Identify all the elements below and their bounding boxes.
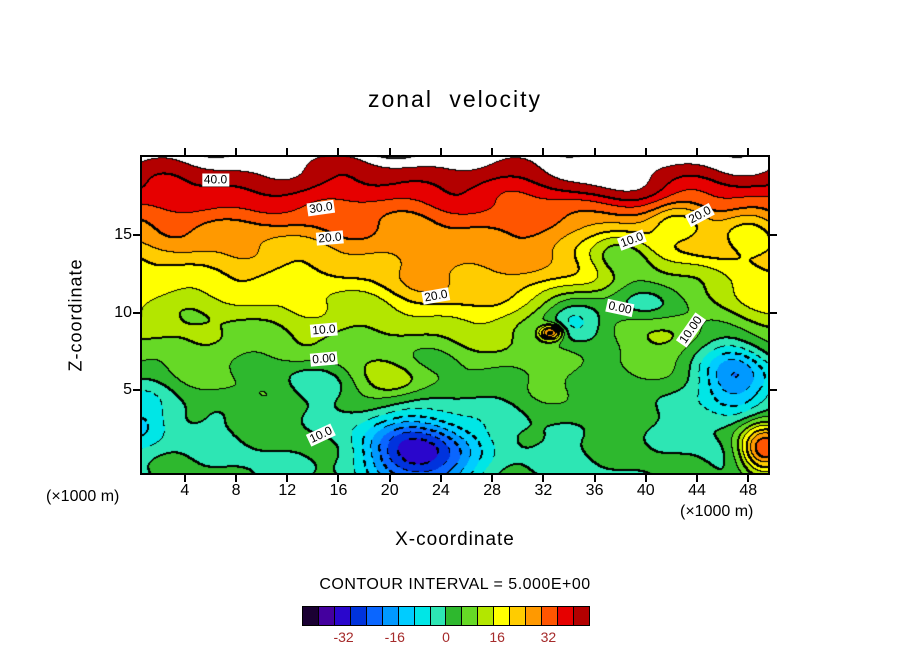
x-tick-mark: [747, 148, 750, 155]
x-tick-mark: [696, 148, 698, 155]
colorbar: [302, 606, 590, 626]
x-tick-label: 12: [278, 482, 297, 499]
contour-interval-text: CONTOUR INTERVAL = 5.000E+00: [319, 576, 591, 593]
x-tick-mark: [593, 475, 596, 482]
colorbar-tick-label: -16: [384, 629, 405, 645]
contour-field-canvas: [140, 155, 770, 475]
x-tick-label: 40: [636, 482, 655, 499]
colorbar-cell: [526, 607, 543, 625]
x-tick-mark: [491, 148, 494, 155]
x-axis-unit-left: (×1000 m): [46, 488, 120, 505]
chart-title: zonal velocity: [367, 86, 543, 112]
contour-label: 40.0: [201, 172, 230, 187]
x-tick-label: 48: [739, 482, 758, 499]
colorbar-cell: [414, 607, 431, 625]
colorbar-cell: [318, 607, 335, 625]
x-tick-mark: [235, 148, 238, 155]
x-tick-mark: [644, 475, 647, 482]
x-tick-label: 44: [688, 482, 706, 499]
z-tick-mark: [770, 388, 777, 391]
colorbar-tick-label: -32: [333, 629, 354, 645]
contour-plot: 40.0 30.0 20.0 20.0 10.0 0.00 10.0 20.0 10.0 0.00…: [140, 155, 770, 475]
x-tick-mark: [337, 148, 340, 155]
colorbar-cell: [334, 607, 351, 625]
z-tick-label: 15: [114, 226, 132, 244]
colorbar-cell: [558, 607, 574, 625]
colorbar-cell: [430, 607, 447, 625]
colorbar-cell: [398, 607, 415, 625]
x-tick-mark: [593, 148, 596, 155]
x-tick-label: 4: [180, 482, 190, 499]
x-tick-mark: [235, 475, 238, 482]
x-tick-mark: [542, 475, 545, 482]
x-axis-label: X-coordinate: [395, 529, 515, 550]
contour-label: 0.00: [310, 350, 339, 367]
x-tick-label: 8: [231, 482, 241, 499]
x-tick-mark: [286, 148, 289, 155]
colorbar-cell: [494, 607, 511, 625]
x-tick-mark: [388, 148, 391, 155]
colorbar-tick-label: 32: [540, 629, 557, 645]
colorbar-cell: [366, 607, 383, 625]
x-tick-label: 16: [329, 482, 348, 499]
z-tick-mark: [770, 234, 777, 237]
x-tick-mark: [337, 475, 340, 482]
z-tick-mark: [770, 311, 777, 314]
x-tick-mark: [696, 475, 698, 482]
x-tick-label: 28: [483, 482, 502, 499]
colorbar-tick-label: 0: [442, 629, 450, 645]
x-tick-mark: [439, 148, 442, 155]
z-tick-label: 5: [123, 380, 132, 398]
x-tick-mark: [286, 475, 289, 482]
x-tick-mark: [542, 148, 545, 155]
colorbar-cell: [303, 607, 319, 625]
x-tick-label: 24: [432, 482, 450, 499]
colorbar-tick-label: 16: [489, 629, 505, 645]
colorbar-cell: [573, 607, 589, 625]
colorbar-cell: [462, 607, 479, 625]
x-tick-mark: [183, 148, 186, 155]
z-axis-label: Z-coordinate: [65, 258, 86, 372]
z-tick-mark: [133, 234, 140, 237]
z-tick-mark: [133, 311, 140, 314]
x-tick-mark: [747, 475, 750, 482]
colorbar-cell: [478, 607, 495, 625]
x-tick-label: 32: [534, 482, 553, 499]
colorbar-cell: [446, 607, 463, 625]
colorbar-cell: [350, 607, 367, 625]
x-tick-mark: [491, 475, 494, 482]
x-tick-mark: [644, 148, 647, 155]
x-tick-mark: [183, 475, 186, 482]
z-tick-label: 10: [114, 303, 132, 321]
x-tick-label: 20: [380, 482, 399, 499]
colorbar-cell: [382, 607, 399, 625]
colorbar-cell: [542, 607, 558, 625]
x-tick-mark: [439, 475, 442, 482]
colorbar-cell: [510, 607, 527, 625]
x-tick-mark: [388, 475, 391, 482]
x-axis-unit-right: (×1000 m): [680, 503, 754, 520]
contour-label: 10.0: [310, 321, 339, 338]
z-tick-mark: [133, 388, 140, 391]
x-tick-label: 36: [585, 482, 604, 499]
